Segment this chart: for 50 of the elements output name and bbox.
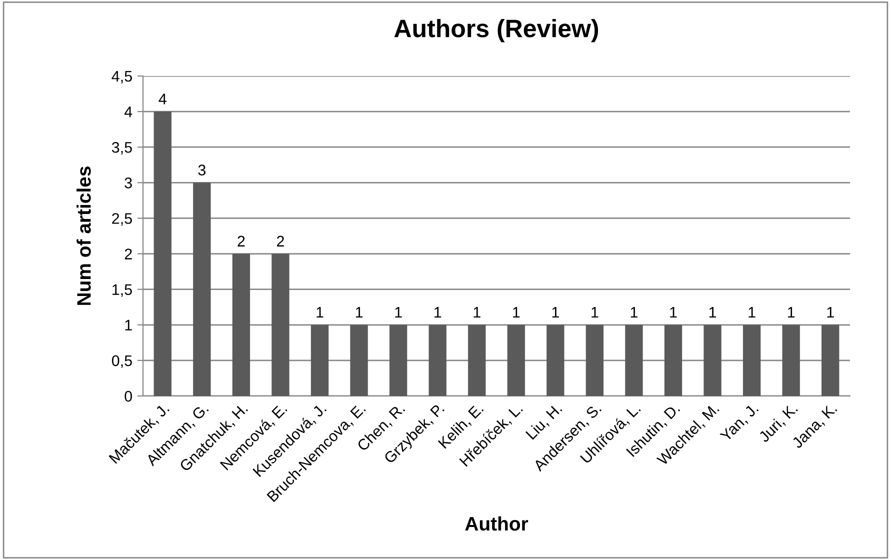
data-label: 1 xyxy=(592,307,598,318)
bar xyxy=(782,324,800,396)
data-label: 1 xyxy=(630,307,638,318)
y-tick-label: 1,5 xyxy=(112,284,132,297)
data-label: 1 xyxy=(316,307,324,318)
bar xyxy=(350,324,368,396)
bar xyxy=(822,324,840,396)
y-tick-label: 3,5 xyxy=(112,142,132,155)
data-label: 1 xyxy=(395,307,402,318)
bar xyxy=(586,324,604,396)
bar xyxy=(428,324,446,396)
y-axis-title: Num of articles xyxy=(76,166,91,305)
data-label: 1 xyxy=(788,307,795,318)
bar xyxy=(154,112,172,396)
data-label: 3 xyxy=(198,164,206,176)
y-tick-label: 0 xyxy=(124,390,132,402)
bar xyxy=(232,254,250,396)
y-tick-label: 4 xyxy=(124,106,132,118)
bar xyxy=(272,254,290,396)
bar xyxy=(704,324,722,396)
y-tick-label: 4,5 xyxy=(112,71,132,84)
data-label: 2 xyxy=(238,236,245,246)
data-label: 1 xyxy=(552,307,559,318)
data-label: 4 xyxy=(158,94,166,104)
y-tick-label: 2,5 xyxy=(112,213,132,226)
data-label: 1 xyxy=(474,307,480,318)
data-label: 1 xyxy=(827,307,834,318)
data-label: 1 xyxy=(670,307,677,318)
x-tick-label: Yan, J. xyxy=(720,402,760,444)
data-label: 1 xyxy=(434,307,442,318)
bar xyxy=(193,182,211,396)
chart-title: Authors (Review) xyxy=(394,18,598,42)
bar xyxy=(468,324,486,396)
bar xyxy=(625,324,643,396)
bar xyxy=(389,324,408,396)
data-label: 1 xyxy=(709,307,716,318)
y-tick-label: 1 xyxy=(125,320,132,330)
bar xyxy=(507,324,525,396)
bar xyxy=(742,324,761,396)
x-axis-title: Author xyxy=(465,516,528,531)
data-label: 1 xyxy=(513,307,520,318)
bar xyxy=(310,324,329,396)
y-tick-label: 3 xyxy=(124,178,132,188)
bar xyxy=(664,324,682,396)
bar xyxy=(546,324,564,396)
y-tick-label: 0,5 xyxy=(112,355,132,368)
data-label: 2 xyxy=(276,236,284,246)
data-label: 1 xyxy=(356,307,363,318)
y-tick-label: 2 xyxy=(124,248,132,260)
data-label: 1 xyxy=(748,307,756,318)
